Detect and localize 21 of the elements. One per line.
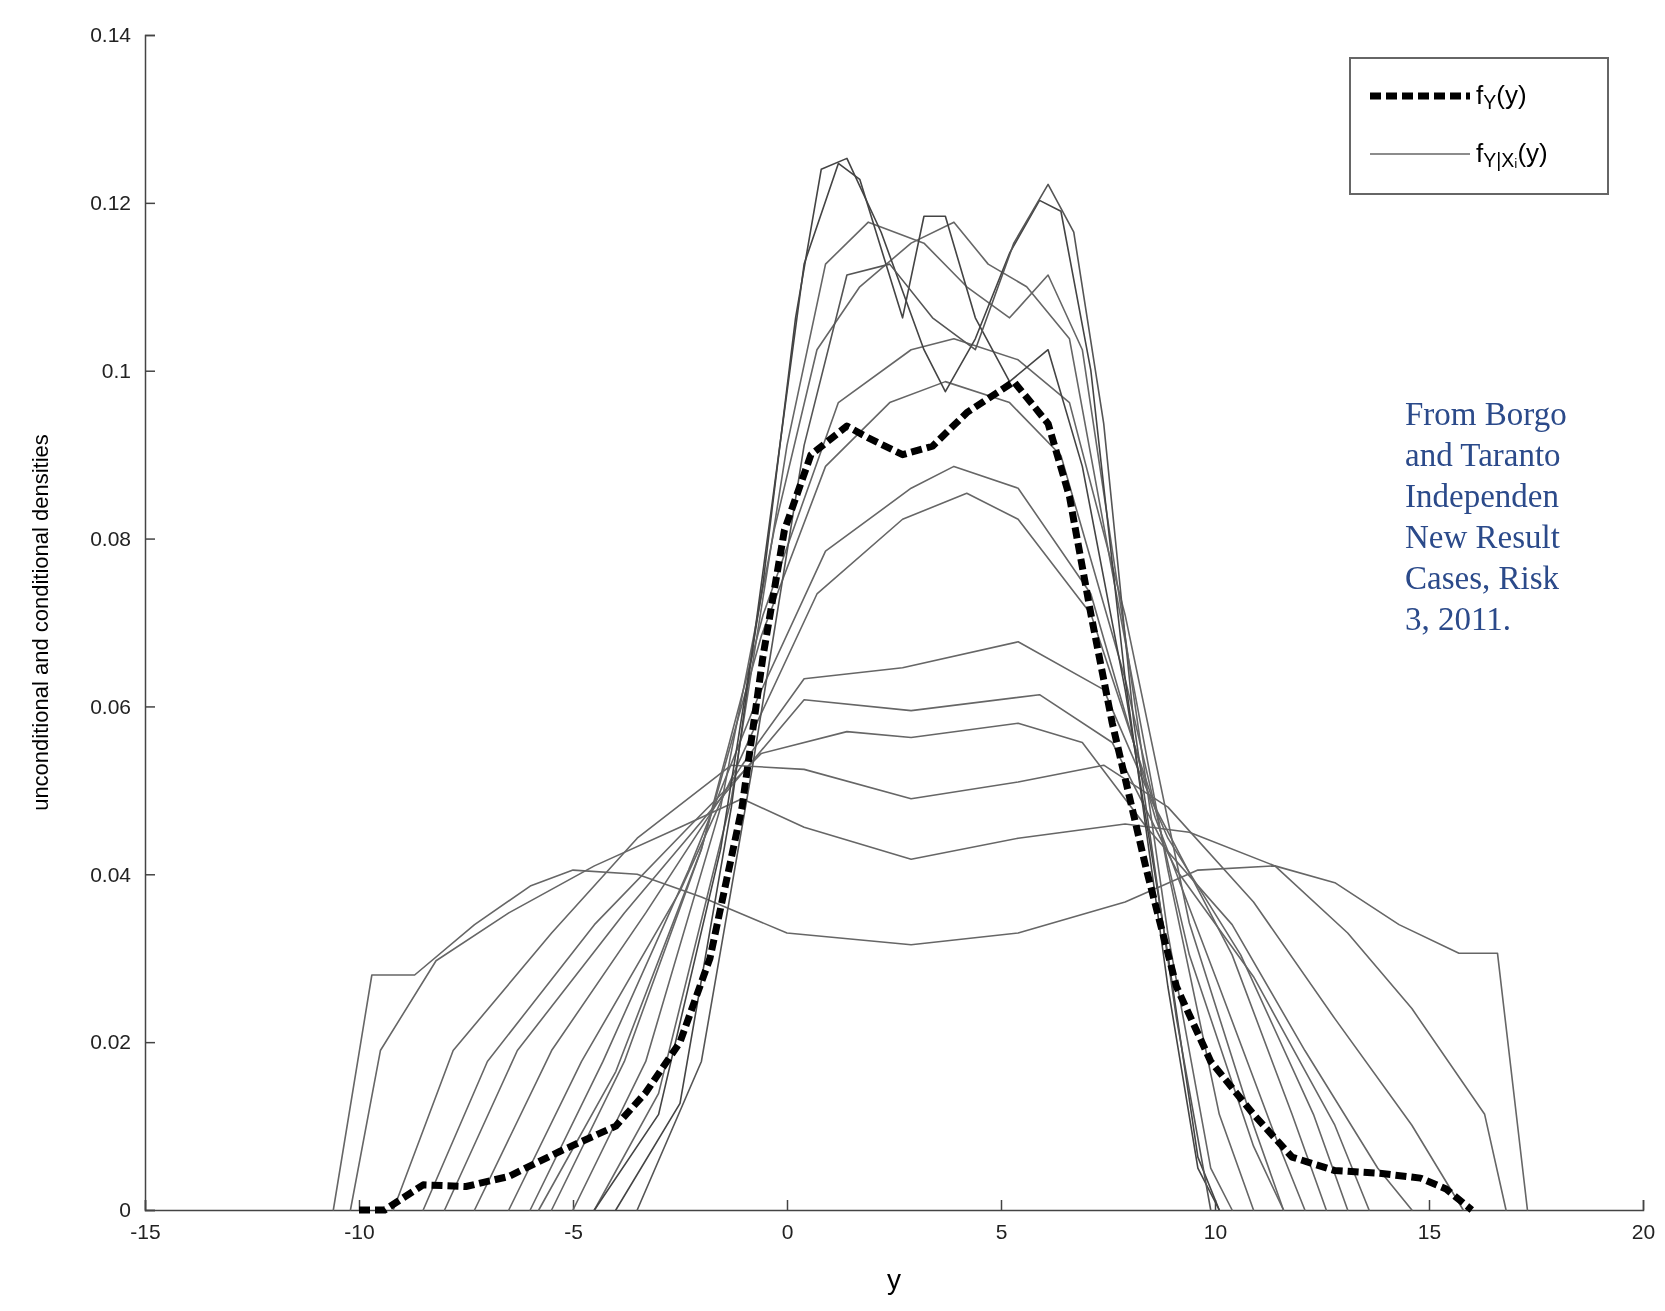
y-tick-label: 0.1 xyxy=(101,358,131,382)
x-tick-label: -10 xyxy=(344,1219,375,1243)
x-tick-label: 0 xyxy=(781,1219,794,1243)
x-tick-label: 10 xyxy=(1203,1219,1228,1243)
x-tick-label: 15 xyxy=(1417,1219,1442,1243)
y-tick-label: 0.02 xyxy=(90,1030,131,1054)
x-axis-title: y xyxy=(887,1264,901,1295)
y-tick-label: 0.06 xyxy=(90,694,131,718)
x-tick-label: 5 xyxy=(995,1219,1008,1243)
y-axis-title: unconditional and conditional densities xyxy=(28,434,53,811)
annotation: From Borgo and Taranto Independen New Result Cases, Risk 3, 2011. xyxy=(1405,396,1567,637)
legend-label: f$_{Y}$(y) xyxy=(1476,80,1527,113)
y-tick-label: 0.08 xyxy=(90,526,131,550)
x-tick-label: -5 xyxy=(564,1219,583,1243)
y-tick-label: 0.04 xyxy=(90,862,132,886)
y-tick-label: 0 xyxy=(119,1198,131,1222)
x-tick-label: -15 xyxy=(130,1219,161,1243)
legend-label: f$_{Y|Xᵢ}$(y) xyxy=(1476,138,1548,171)
y-tick-label: 0.14 xyxy=(90,23,132,47)
x-tick-label: 20 xyxy=(1631,1219,1656,1243)
y-tick-label: 0.12 xyxy=(90,191,131,215)
